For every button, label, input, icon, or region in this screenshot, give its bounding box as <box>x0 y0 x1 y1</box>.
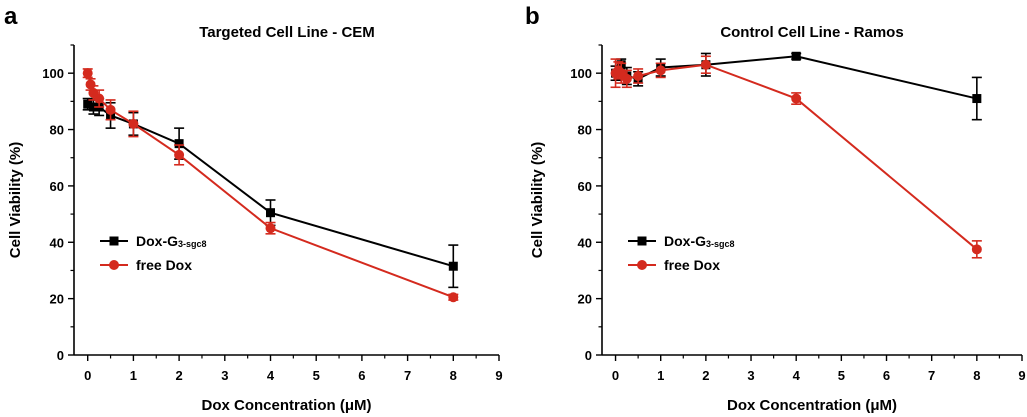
x-tick-label: 6 <box>883 368 890 383</box>
x-tick-label: 0 <box>84 368 91 383</box>
data-point-circle <box>655 65 666 76</box>
x-tick-label: 7 <box>404 368 411 383</box>
y-tick-label: 100 <box>570 66 592 81</box>
chart-title: Control Cell Line - Ramos <box>720 24 903 41</box>
y-tick-label: 20 <box>50 292 64 307</box>
x-tick-label: 9 <box>495 368 502 383</box>
data-point-square <box>972 94 982 104</box>
y-tick-label: 20 <box>578 292 592 307</box>
series-free-dox <box>610 55 982 259</box>
x-axis-label: Dox Concentration (μM) <box>727 397 897 414</box>
series-dox-g3-sgc8 <box>610 51 982 121</box>
x-tick-label: 6 <box>358 368 365 383</box>
legend-label: free Dox <box>136 257 192 273</box>
data-point-circle <box>971 244 982 255</box>
legend-marker-square <box>637 236 647 246</box>
y-tick-label: 60 <box>50 179 64 194</box>
panel-b: b Control Cell Line - Ramos 0 1 2 3 4 5 6 7 8 9 0 20 4… <box>525 3 1026 414</box>
x-tick-label: 1 <box>657 368 664 383</box>
data-point-circle <box>633 71 644 81</box>
legend-label-main: free Dox <box>664 257 720 273</box>
data-point-circle <box>174 149 185 160</box>
x-tick-label: 2 <box>175 368 182 383</box>
legend-label-main: Dox-G <box>664 233 706 249</box>
data-point-square <box>448 261 458 271</box>
y-tick-label: 0 <box>57 348 64 363</box>
x-tick-label: 4 <box>267 368 275 383</box>
data-point-square <box>88 102 98 112</box>
legend-label-main: free Dox <box>136 257 192 273</box>
x-tick-label: 8 <box>450 368 457 383</box>
x-tick-label: 5 <box>313 368 320 383</box>
x-tick-label: 2 <box>702 368 709 383</box>
y-axis-label: Cell Viability (%) <box>529 142 546 258</box>
data-point-circle <box>105 104 116 115</box>
x-tick-label: 0 <box>612 368 619 383</box>
panel-a: a Targeted Cell Line - CEM 0 1 2 3 4 5 6 7 8 9 0 20 40… <box>4 3 503 414</box>
y-tick-label: 80 <box>50 123 64 138</box>
legend-label-subscript: 3-sgc8 <box>706 239 735 249</box>
data-point-square <box>791 51 801 61</box>
x-tick-label: 4 <box>793 368 801 383</box>
y-tick-label: 100 <box>42 66 64 81</box>
data-point-circle <box>82 68 93 79</box>
series-free-dox <box>82 68 459 303</box>
panel-letter: b <box>525 3 540 30</box>
legend-label: Dox-G3-sgc8 <box>136 233 207 249</box>
x-tick-label: 5 <box>838 368 845 383</box>
legend-marker-circle <box>637 260 647 270</box>
y-axis-label: Cell Viability (%) <box>7 142 24 258</box>
data-point-circle <box>700 59 711 70</box>
data-point-square <box>266 208 276 218</box>
x-tick-label: 3 <box>221 368 228 383</box>
panel-letter: a <box>4 3 18 30</box>
x-tick-label: 1 <box>130 368 137 383</box>
legend: Dox-G3-sgc8 free Dox <box>100 233 207 273</box>
data-point-square <box>83 99 93 109</box>
data-point-circle <box>128 118 139 129</box>
y-tick-label: 60 <box>578 179 592 194</box>
legend-label: Dox-G3-sgc8 <box>664 233 735 249</box>
x-tick-label: 7 <box>928 368 935 383</box>
y-tick-label: 0 <box>585 348 592 363</box>
y-tick-label: 80 <box>578 123 592 138</box>
legend-label: free Dox <box>664 257 720 273</box>
y-tick-label: 40 <box>50 235 64 250</box>
legend-marker-square <box>109 236 119 246</box>
legend-marker-circle <box>109 260 119 270</box>
x-axis-label: Dox Concentration (μM) <box>201 397 371 414</box>
x-tick-label: 9 <box>1018 368 1025 383</box>
legend: Dox-G3-sgc8 free Dox <box>628 233 735 273</box>
legend-label-main: Dox-G <box>136 233 178 249</box>
data-point-circle <box>791 93 802 104</box>
legend-label-subscript: 3-sgc8 <box>178 239 207 249</box>
y-tick-label: 40 <box>578 235 592 250</box>
x-tick-label: 8 <box>973 368 980 383</box>
data-point-square <box>174 139 184 149</box>
data-point-circle <box>448 292 459 303</box>
x-tick-label: 3 <box>747 368 754 383</box>
data-point-circle <box>94 93 105 104</box>
data-point-circle <box>621 73 632 84</box>
chart-title: Targeted Cell Line - CEM <box>199 24 375 41</box>
data-point-circle <box>265 223 276 234</box>
